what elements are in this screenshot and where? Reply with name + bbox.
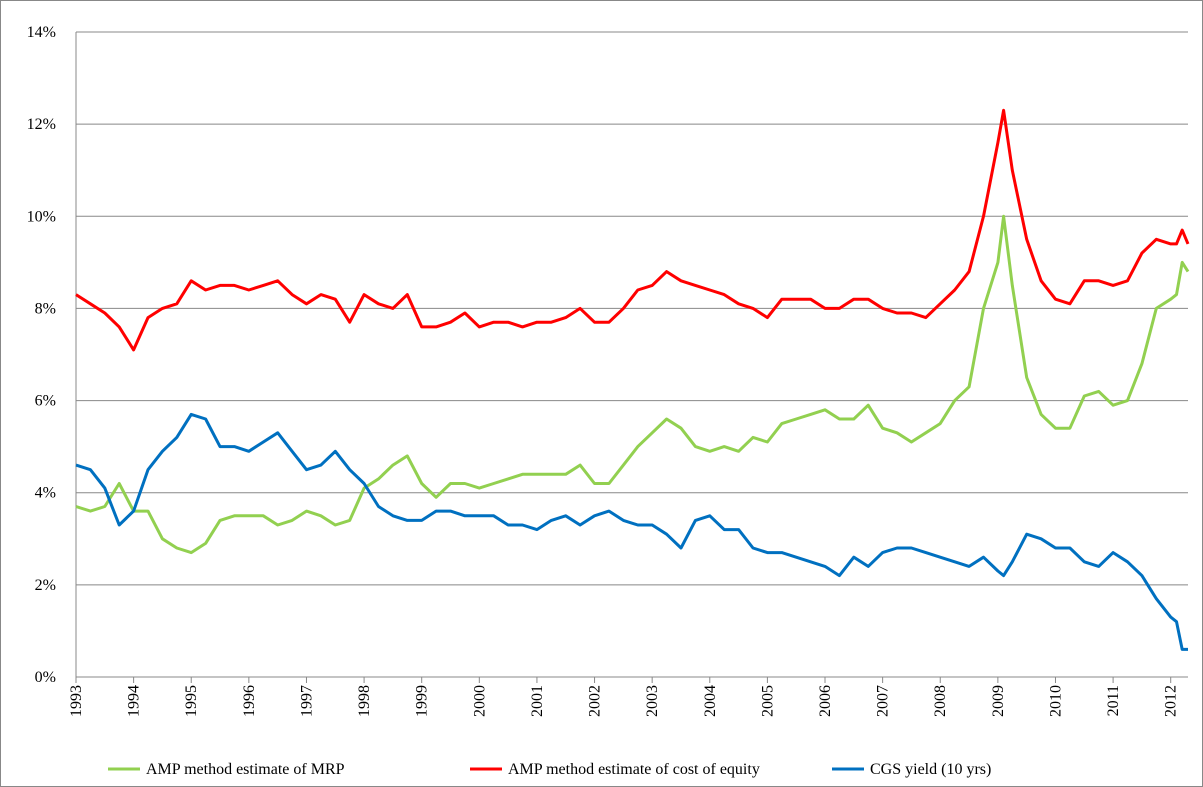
series-line: [75, 412, 1188, 651]
x-tick-label: 2001: [529, 685, 546, 717]
series-line: [75, 214, 1190, 555]
legend-label: AMP method estimate of cost of equity: [508, 761, 760, 778]
x-tick-label: 2006: [817, 685, 834, 717]
x-tick-label: 1994: [126, 685, 143, 717]
y-tick-label: 2%: [35, 577, 56, 594]
y-tick-label: 12%: [27, 116, 56, 133]
x-tick-label: 2005: [759, 685, 776, 717]
x-tick-label: 1998: [356, 685, 373, 717]
y-tick-label: 14%: [27, 24, 56, 41]
x-tick-label: 2009: [990, 685, 1007, 717]
x-tick-label: 2004: [702, 685, 719, 717]
x-tick-label: 1996: [241, 685, 258, 717]
x-tick-label: 2008: [932, 685, 949, 717]
x-tick-label: 2010: [1047, 685, 1064, 717]
x-tick-label: 2011: [1105, 685, 1122, 716]
y-tick-label: 8%: [35, 300, 56, 317]
x-tick-label: 2012: [1163, 685, 1180, 717]
x-tick-label: 1999: [414, 685, 431, 717]
x-tick-label: 1993: [68, 685, 85, 717]
x-tick-label: 2000: [471, 685, 488, 717]
y-tick-label: 10%: [27, 208, 56, 225]
y-tick-label: 0%: [35, 669, 56, 686]
series-line: [75, 108, 1190, 352]
y-tick-label: 6%: [35, 393, 56, 410]
legend-label: CGS yield (10 yrs): [870, 761, 991, 778]
x-tick-label: 2007: [875, 685, 892, 717]
x-tick-label: 2003: [644, 685, 661, 717]
x-tick-label: 1997: [298, 685, 315, 717]
x-tick-label: 1995: [183, 685, 200, 717]
legend-label: AMP method estimate of MRP: [146, 761, 345, 778]
y-tick-label: 4%: [35, 485, 56, 502]
x-tick-label: 2002: [587, 685, 604, 717]
